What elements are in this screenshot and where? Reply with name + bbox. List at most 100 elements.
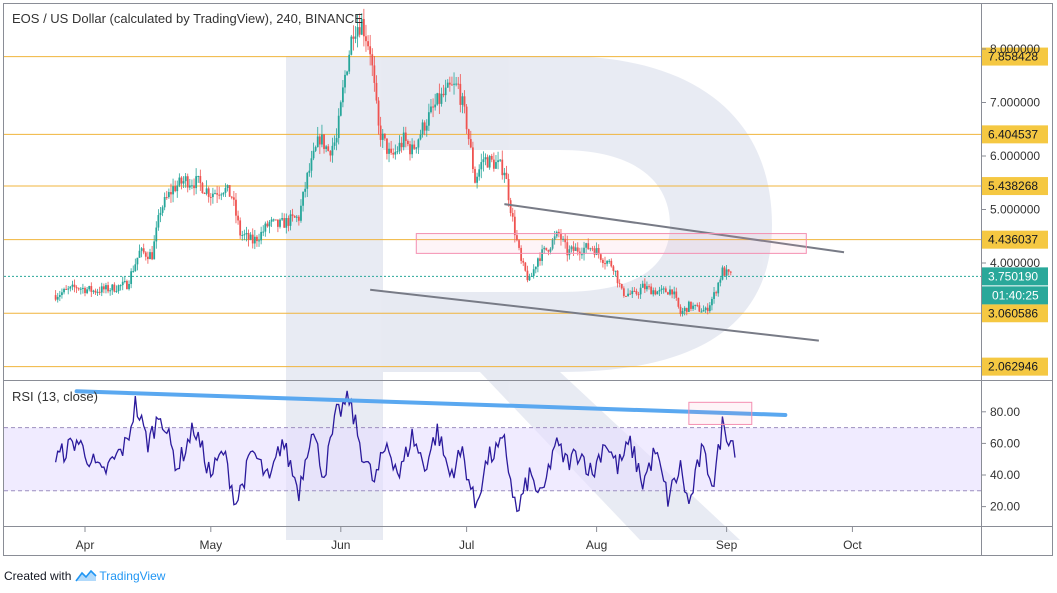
- candle-body: [495, 162, 497, 169]
- level-badge: [982, 304, 1048, 323]
- candle-body: [545, 247, 548, 251]
- level-badge: [982, 125, 1048, 144]
- candle-body: [115, 291, 118, 293]
- x-tick-label: Jul: [459, 538, 474, 552]
- candle-body: [293, 215, 296, 218]
- candle-body: [484, 157, 487, 160]
- candle-body: [170, 192, 172, 195]
- candle-body: [444, 87, 447, 96]
- rsi-y-tick-label: 40.00: [990, 468, 1020, 482]
- chart-title: EOS / US Dollar (calculated by TradingVi…: [12, 11, 363, 26]
- candle-body: [279, 219, 281, 227]
- candle-body: [407, 140, 409, 145]
- candle-body: [199, 175, 202, 184]
- candle-body: [589, 248, 592, 250]
- candle-body: [218, 194, 221, 196]
- candle-body: [690, 301, 692, 309]
- candle-body: [673, 291, 676, 295]
- candle-body: [84, 287, 86, 294]
- candle-body: [457, 83, 460, 85]
- candle-body: [562, 238, 564, 240]
- candle-body: [241, 234, 244, 236]
- candle-body: [172, 186, 174, 195]
- candle-body: [557, 231, 560, 234]
- candle-body: [729, 271, 732, 273]
- candle-body: [253, 236, 256, 244]
- candle-body: [442, 93, 445, 96]
- candle-body: [440, 93, 443, 104]
- countdown-label: 01:40:25: [992, 288, 1039, 302]
- y-tick-label: 4.000000: [990, 256, 1040, 270]
- candle-body: [100, 286, 103, 293]
- level-label: 2.062946: [988, 360, 1038, 374]
- candle-body: [528, 276, 531, 281]
- candle-body: [463, 96, 466, 107]
- candle-body: [184, 176, 187, 182]
- candle-body: [610, 260, 613, 267]
- candle-body: [599, 254, 602, 260]
- candle-body: [648, 286, 650, 288]
- rsi-overbought-box: [688, 401, 753, 425]
- candle-body: [430, 106, 432, 113]
- rsi-label: RSI (13, close): [12, 389, 98, 404]
- candle-body: [130, 271, 133, 284]
- candle-body: [92, 290, 95, 292]
- level-badge: [982, 357, 1048, 376]
- candle-body: [157, 215, 160, 228]
- candle-body: [553, 236, 556, 240]
- candle-body: [715, 292, 718, 294]
- candle-body: [367, 41, 369, 47]
- candle-body: [685, 307, 688, 312]
- candle-body: [237, 215, 239, 221]
- candle-body: [698, 305, 701, 312]
- candle-body: [409, 144, 411, 155]
- rsi-band: [4, 427, 981, 492]
- candle-body: [333, 142, 336, 146]
- candle-body: [306, 172, 309, 189]
- candle-body: [614, 270, 617, 272]
- candle-body: [505, 172, 508, 180]
- candle-body: [383, 133, 386, 139]
- candle-body: [71, 284, 74, 287]
- candle-body: [700, 311, 703, 313]
- candle-body: [595, 248, 598, 255]
- chart-frame: [3, 3, 1053, 556]
- candle-body: [572, 246, 575, 251]
- candle-body: [532, 269, 535, 276]
- tradingview-link[interactable]: TradingView: [75, 569, 165, 583]
- candle-body: [67, 288, 70, 290]
- candle-body: [159, 212, 162, 216]
- candle-body: [161, 207, 164, 213]
- candle-body: [144, 252, 147, 257]
- candle-body: [321, 134, 323, 145]
- candle-body: [518, 240, 520, 248]
- candle-body: [256, 236, 258, 242]
- candle-body: [507, 179, 510, 201]
- candle-body: [379, 125, 382, 140]
- level-label: 7.858428: [988, 50, 1038, 64]
- candle-body: [386, 138, 388, 154]
- candlesticks: [54, 8, 732, 317]
- candle-body: [551, 239, 554, 249]
- candle-body: [180, 177, 183, 184]
- tradingview-brand: TradingView: [99, 569, 166, 583]
- candle-body: [547, 250, 550, 252]
- candle-body: [117, 285, 120, 292]
- candle-body: [186, 176, 189, 188]
- candle-body: [497, 160, 499, 163]
- y-tick-label: 6.000000: [990, 149, 1040, 163]
- candle-body: [455, 83, 458, 85]
- candle-body: [337, 115, 340, 139]
- candle-body: [627, 293, 629, 297]
- candle-body: [687, 301, 690, 312]
- candle-body: [501, 159, 504, 176]
- candle-body: [358, 27, 361, 35]
- candle-body: [461, 96, 464, 105]
- candle-body: [478, 169, 481, 177]
- candle-body: [692, 305, 694, 309]
- candle-body: [480, 162, 483, 170]
- candle-body: [467, 129, 470, 140]
- candle-body: [375, 82, 378, 101]
- candle-body: [98, 291, 101, 293]
